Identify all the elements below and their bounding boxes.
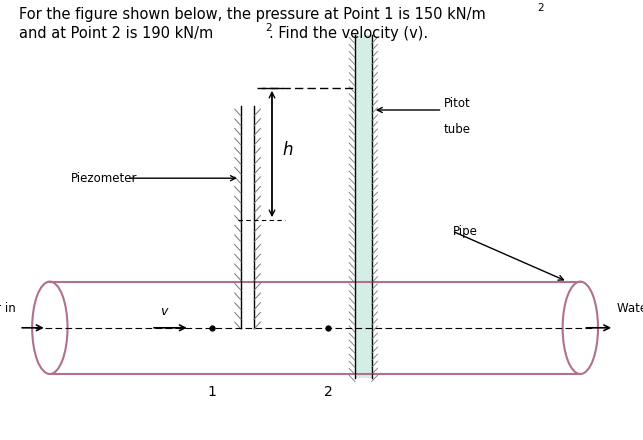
Text: Water in: Water in xyxy=(0,301,16,315)
Text: 2: 2 xyxy=(266,23,272,33)
Text: Pitot: Pitot xyxy=(444,97,471,110)
Text: 1: 1 xyxy=(208,385,217,399)
Text: v: v xyxy=(160,305,168,318)
Text: Pipe: Pipe xyxy=(453,224,478,238)
Text: For the figure shown below, the pressure at Point 1 is 150 kN/m: For the figure shown below, the pressure… xyxy=(19,7,486,22)
Text: Water out: Water out xyxy=(617,301,643,315)
Bar xyxy=(355,35,372,378)
Text: 2: 2 xyxy=(323,385,332,399)
Text: tube: tube xyxy=(444,123,471,136)
Text: . Find the velocity (v).: . Find the velocity (v). xyxy=(269,26,428,41)
Text: $h$: $h$ xyxy=(282,141,293,158)
Text: 2: 2 xyxy=(537,3,543,13)
Text: Piezometer: Piezometer xyxy=(71,172,137,185)
Text: and at Point 2 is 190 kN/m: and at Point 2 is 190 kN/m xyxy=(19,26,213,41)
